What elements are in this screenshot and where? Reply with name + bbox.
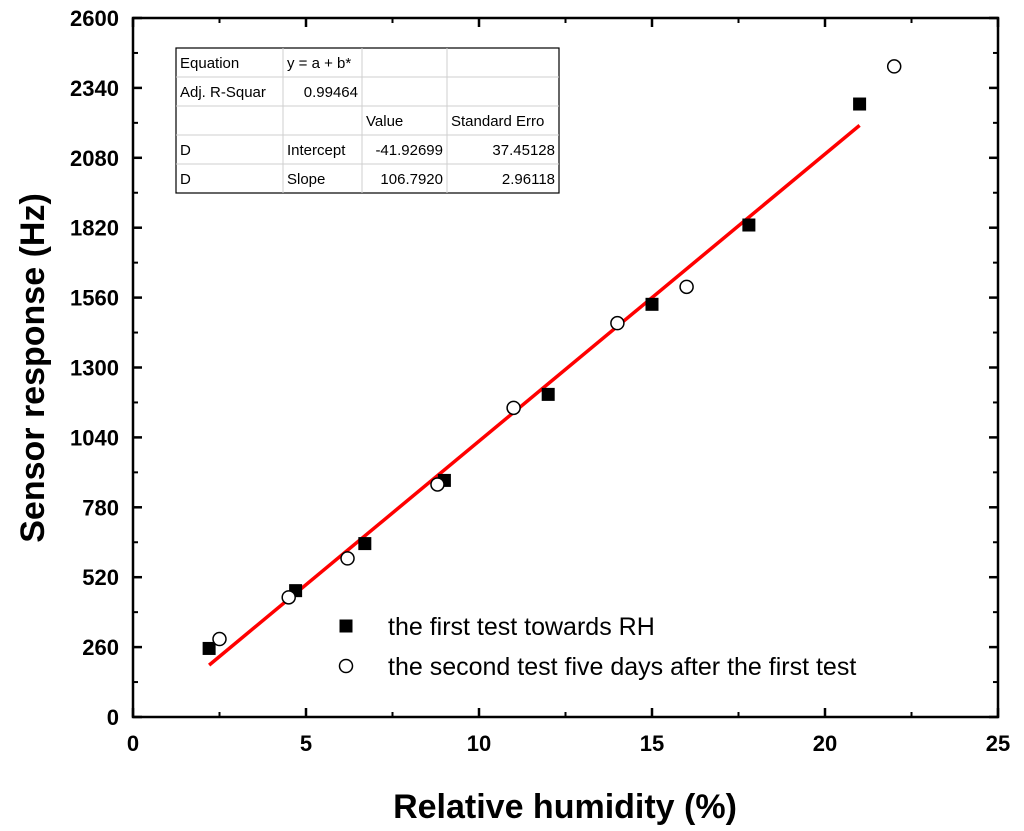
fit-line-layer (208, 124, 861, 667)
x-tick-label: 20 (813, 731, 837, 756)
series-2-point (610, 315, 625, 331)
table-cell: Intercept (287, 142, 346, 159)
y-tick-label: 520 (82, 565, 119, 590)
series-2-point (506, 400, 521, 416)
fit-results-table: Equation y = a + b* Adj. R-Squar 0.99464 Val… (175, 47, 560, 194)
y-tick-label: 780 (82, 495, 119, 520)
table-cell: Slope (287, 171, 325, 188)
table-cell: 2.96118 (502, 171, 555, 188)
legend-label: the first test towards RH (388, 613, 655, 641)
y-tick-label: 2600 (70, 6, 119, 31)
x-tick-label: 15 (640, 731, 664, 756)
x-axis-title: Relative humidity (%) (393, 788, 737, 826)
legend: the first test towards RH the second test… (338, 613, 856, 681)
y-tick-label: 1040 (70, 425, 119, 450)
table-border (175, 47, 560, 194)
series-1-point (853, 97, 867, 111)
x-tick-label: 25 (986, 731, 1010, 756)
series-1-point (645, 297, 659, 311)
series-2-point (430, 477, 445, 492)
y-tick-label: 2340 (70, 76, 119, 101)
data-points (202, 59, 902, 655)
table-cell: -41.92699 (375, 142, 443, 159)
table-cell: Value (366, 113, 403, 130)
table-cell: Equation (180, 55, 239, 72)
y-tick-label: 1560 (70, 286, 119, 311)
series-1-point (358, 537, 372, 551)
x-tick-label: 10 (467, 731, 491, 756)
y-tick-label: 2080 (70, 146, 119, 171)
series-2-point (281, 590, 296, 605)
y-axis-title: Sensor response (Hz) (14, 193, 52, 543)
table-cell: y = a + b* (287, 55, 351, 72)
legend-marker-circle (338, 658, 354, 674)
y-tick-label: 260 (82, 635, 119, 660)
table-cell: D (180, 171, 191, 188)
series-2-point (340, 551, 355, 566)
series-1-point (742, 218, 756, 232)
series-2-point (886, 59, 902, 74)
table-cell: 106.7920 (380, 171, 443, 188)
table-cell: Adj. R-Squar (180, 84, 266, 101)
ticks: 0 5 10 15 20 25 0 260 520 780 1040 1300 1560 1820 2080… (70, 6, 1010, 756)
table-cell: Standard Erro (451, 113, 544, 130)
x-tick-label: 5 (300, 731, 312, 756)
series-2-point (212, 631, 227, 647)
x-tick-label: 0 (127, 731, 139, 756)
table-cell: 0.99464 (304, 84, 358, 101)
table-cell: D (180, 142, 191, 159)
y-tick-label: 1300 (70, 356, 119, 381)
legend-marker-square (339, 619, 353, 633)
series-1-point (202, 641, 216, 655)
series-1-point (541, 387, 555, 401)
legend-label: the second test five days after the firs… (388, 653, 856, 681)
y-tick-label: 0 (107, 705, 119, 730)
y-tick-label: 1820 (70, 216, 119, 241)
series-2-point (679, 279, 694, 295)
table-cell: 37.45128 (492, 142, 555, 159)
fit-line (208, 124, 861, 667)
